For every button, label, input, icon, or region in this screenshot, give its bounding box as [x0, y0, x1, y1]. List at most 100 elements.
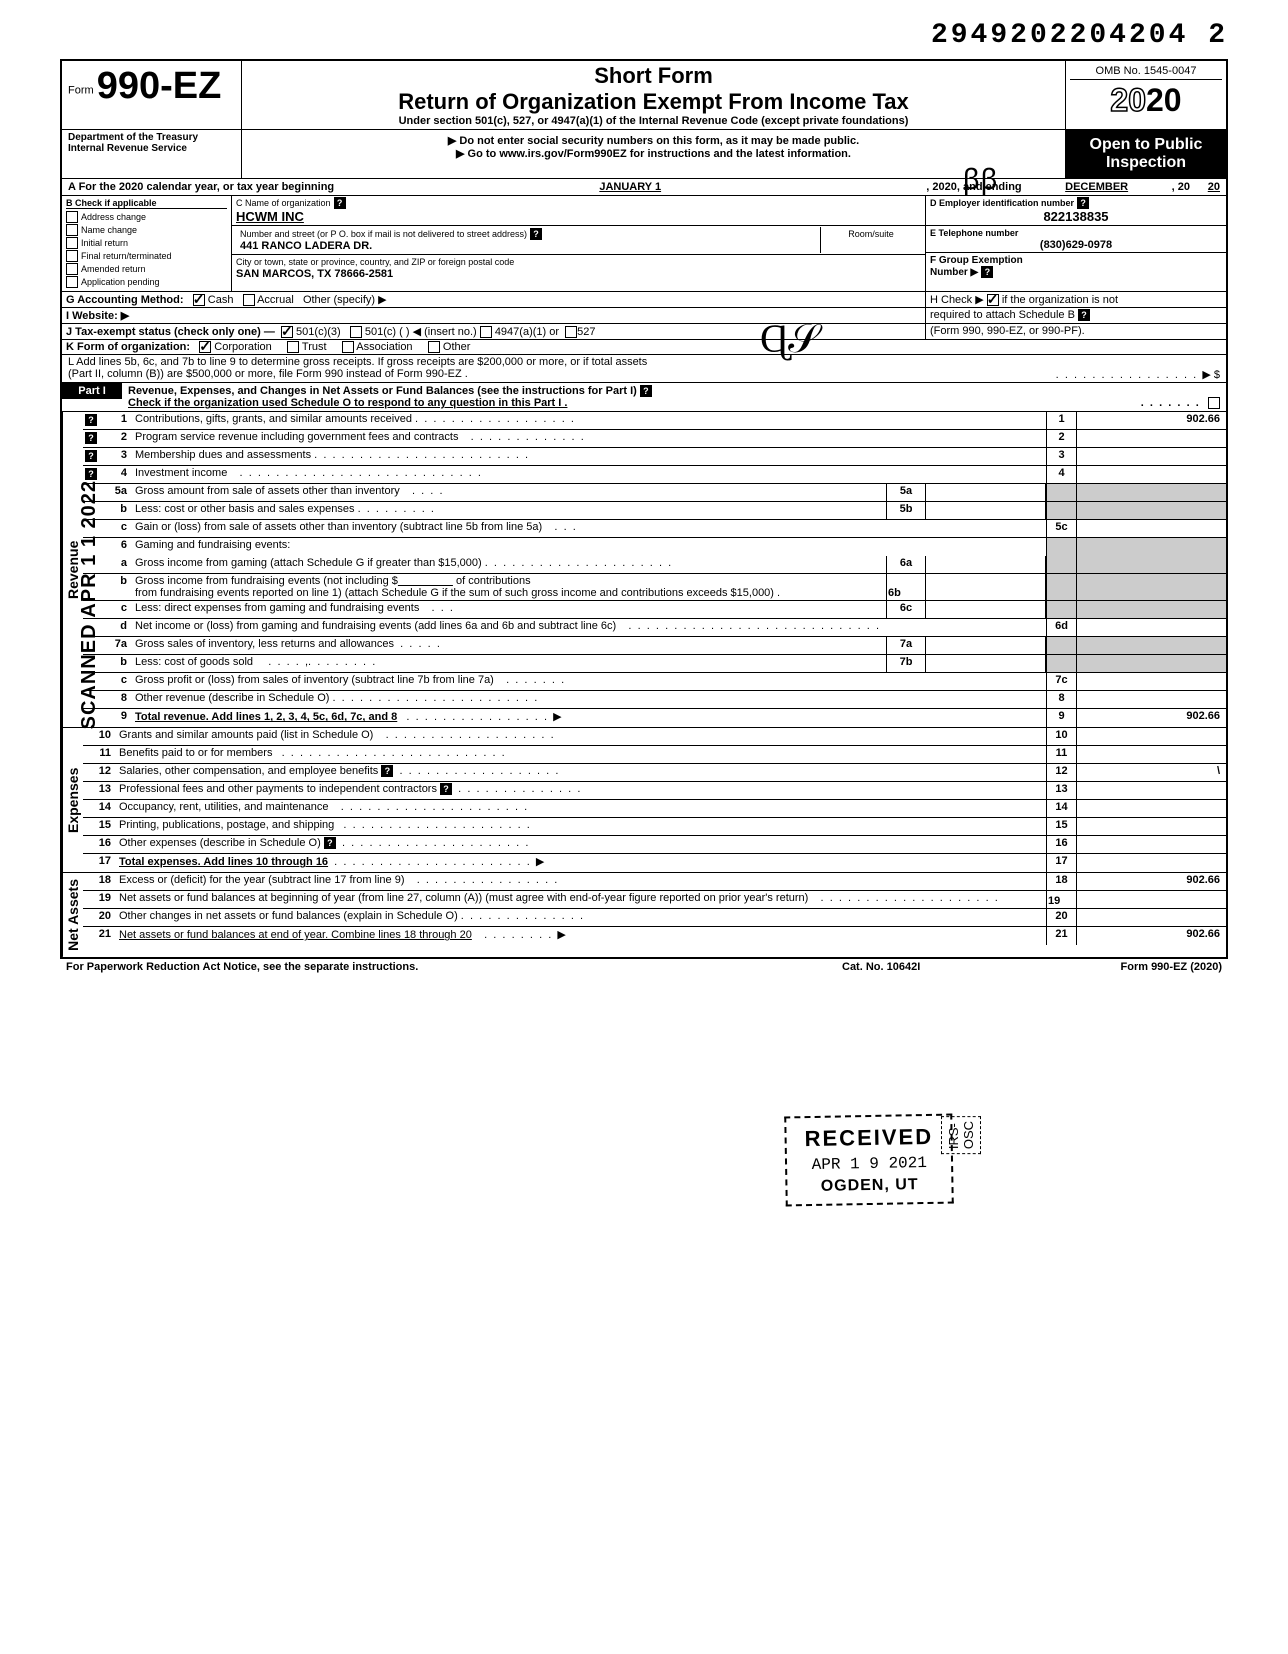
row-a-end-month[interactable]: DECEMBER	[1022, 181, 1172, 193]
chk-initial-return[interactable]: Initial return	[66, 237, 227, 249]
line-20: 20 Other changes in net assets or fund b…	[83, 909, 1226, 927]
line-19-value[interactable]	[1076, 891, 1226, 908]
line-17-value[interactable]	[1076, 854, 1226, 872]
corp-label: Corporation	[214, 341, 271, 353]
line-num: 7a	[99, 637, 131, 654]
help-icon[interactable]: ?	[85, 450, 97, 462]
org-name-value[interactable]: HCWM INC	[236, 209, 304, 224]
chk-527[interactable]	[565, 326, 577, 338]
line-9-value[interactable]: 902.66	[1076, 709, 1226, 727]
line-21-value[interactable]: 902.66	[1076, 927, 1226, 945]
help-icon[interactable]: ?	[85, 468, 97, 480]
chk-accrual[interactable]	[243, 294, 255, 306]
line-5c-value[interactable]	[1076, 520, 1226, 537]
help-icon[interactable]: ?	[530, 228, 542, 240]
line-5a-value[interactable]	[926, 484, 1046, 501]
line-right-num: 11	[1046, 746, 1076, 763]
line-3: ? 3 Membership dues and assessments . . …	[83, 448, 1226, 466]
line-num: 12	[83, 764, 115, 781]
line-6d-value[interactable]	[1076, 619, 1226, 636]
chk-501c3[interactable]	[281, 326, 293, 338]
box-b: B Check if applicable Address change Nam…	[62, 196, 232, 291]
line-6b-value[interactable]	[926, 574, 1046, 600]
chk-4947[interactable]	[480, 326, 492, 338]
help-icon[interactable]: ?	[85, 432, 97, 444]
line-11-value[interactable]	[1076, 746, 1226, 763]
line-desc: Other expenses (describe in Schedule O) …	[115, 836, 1046, 853]
line-7c-value[interactable]	[1076, 673, 1226, 690]
line-12-value[interactable]: \	[1076, 764, 1226, 781]
phone-value[interactable]: (830)629-0978	[930, 239, 1222, 251]
line-inner-num: 5b	[886, 502, 926, 519]
chk-amended-return[interactable]: Amended return	[66, 263, 227, 275]
line-right-num: 7c	[1046, 673, 1076, 690]
line-20-value[interactable]	[1076, 909, 1226, 926]
line-num: 9	[99, 709, 131, 727]
line-num: 5a	[99, 484, 131, 501]
shaded	[1076, 655, 1226, 672]
chk-cash[interactable]	[193, 294, 205, 306]
line-right-num: 10	[1046, 728, 1076, 745]
shaded	[1046, 637, 1076, 654]
street-label: Number and street (or P O. box if mail i…	[240, 229, 527, 239]
chk-h[interactable]	[987, 294, 999, 306]
chk-label: Name change	[81, 225, 137, 235]
help-icon[interactable]: ?	[1077, 197, 1089, 209]
help-icon[interactable]: ?	[85, 414, 97, 426]
line-14: 14 Occupancy, rent, utilities, and maint…	[83, 800, 1226, 818]
chk-final-return[interactable]: Final return/terminated	[66, 250, 227, 262]
street-value[interactable]: 441 RANCO LADERA DR.	[240, 240, 372, 252]
help-icon[interactable]: ?	[440, 783, 452, 795]
ein-value[interactable]: 822138835	[930, 209, 1222, 224]
shaded	[1076, 484, 1226, 501]
help-icon[interactable]: ?	[324, 837, 336, 849]
help-icon[interactable]: ?	[981, 266, 993, 278]
line-6c-value[interactable]	[926, 601, 1046, 618]
chk-application-pending[interactable]: Application pending	[66, 276, 227, 288]
line-8-value[interactable]	[1076, 691, 1226, 708]
row-a-begin[interactable]: JANUARY 1	[334, 181, 926, 193]
chk-other-org[interactable]	[428, 341, 440, 353]
line-4-value[interactable]	[1076, 466, 1226, 483]
help-icon[interactable]: ?	[640, 385, 652, 397]
help-icon[interactable]: ?	[381, 765, 393, 777]
line-right-num: 20	[1046, 909, 1076, 926]
line-13-value[interactable]	[1076, 782, 1226, 799]
line-5b-value[interactable]	[926, 502, 1046, 519]
footer-cat-no: Cat. No. 10642I	[842, 961, 1042, 973]
shaded	[1076, 601, 1226, 618]
row-a-end-year[interactable]: 20	[1190, 181, 1220, 193]
chk-part-i-schedule-o[interactable]	[1208, 397, 1220, 409]
line-15-value[interactable]	[1076, 818, 1226, 835]
expenses-section: Expenses 10 Grants and similar amounts p…	[62, 728, 1226, 873]
chk-association[interactable]	[342, 341, 354, 353]
line-18-value[interactable]: 902.66	[1076, 873, 1226, 890]
line-2-value[interactable]	[1076, 430, 1226, 447]
line-7b-value[interactable]	[926, 655, 1046, 672]
other-org-label: Other	[443, 341, 471, 353]
line-1-value[interactable]: 902.66	[1076, 412, 1226, 429]
line-6a-value[interactable]	[926, 556, 1046, 573]
line-desc: Gross amount from sale of assets other t…	[131, 484, 886, 501]
chk-name-change[interactable]: Name change	[66, 224, 227, 236]
chk-trust[interactable]	[287, 341, 299, 353]
chk-corporation[interactable]	[199, 341, 211, 353]
help-icon[interactable]: ?	[334, 197, 346, 209]
chk-501c[interactable]	[350, 326, 362, 338]
row-a-text3: , 20	[1172, 181, 1190, 193]
line-6: 6 Gaming and fundraising events:	[83, 538, 1226, 556]
note-ssn: ▶ Do not enter social security numbers o…	[248, 134, 1059, 147]
box-b-header: B Check if applicable	[66, 198, 227, 209]
line-16-value[interactable]	[1076, 836, 1226, 853]
line-8: 8 Other revenue (describe in Schedule O)…	[83, 691, 1226, 709]
line-14-value[interactable]	[1076, 800, 1226, 817]
line-10-value[interactable]	[1076, 728, 1226, 745]
line-right-num: 16	[1046, 836, 1076, 853]
line-3-value[interactable]	[1076, 448, 1226, 465]
line-desc: Professional fees and other payments to …	[115, 782, 1046, 799]
help-icon[interactable]: ?	[1078, 309, 1090, 321]
chk-address-change[interactable]: Address change	[66, 211, 227, 223]
city-value[interactable]: SAN MARCOS, TX 78666-2581	[236, 268, 393, 280]
line-5b: b Less: cost or other basis and sales ex…	[83, 502, 1226, 520]
line-7a-value[interactable]	[926, 637, 1046, 654]
